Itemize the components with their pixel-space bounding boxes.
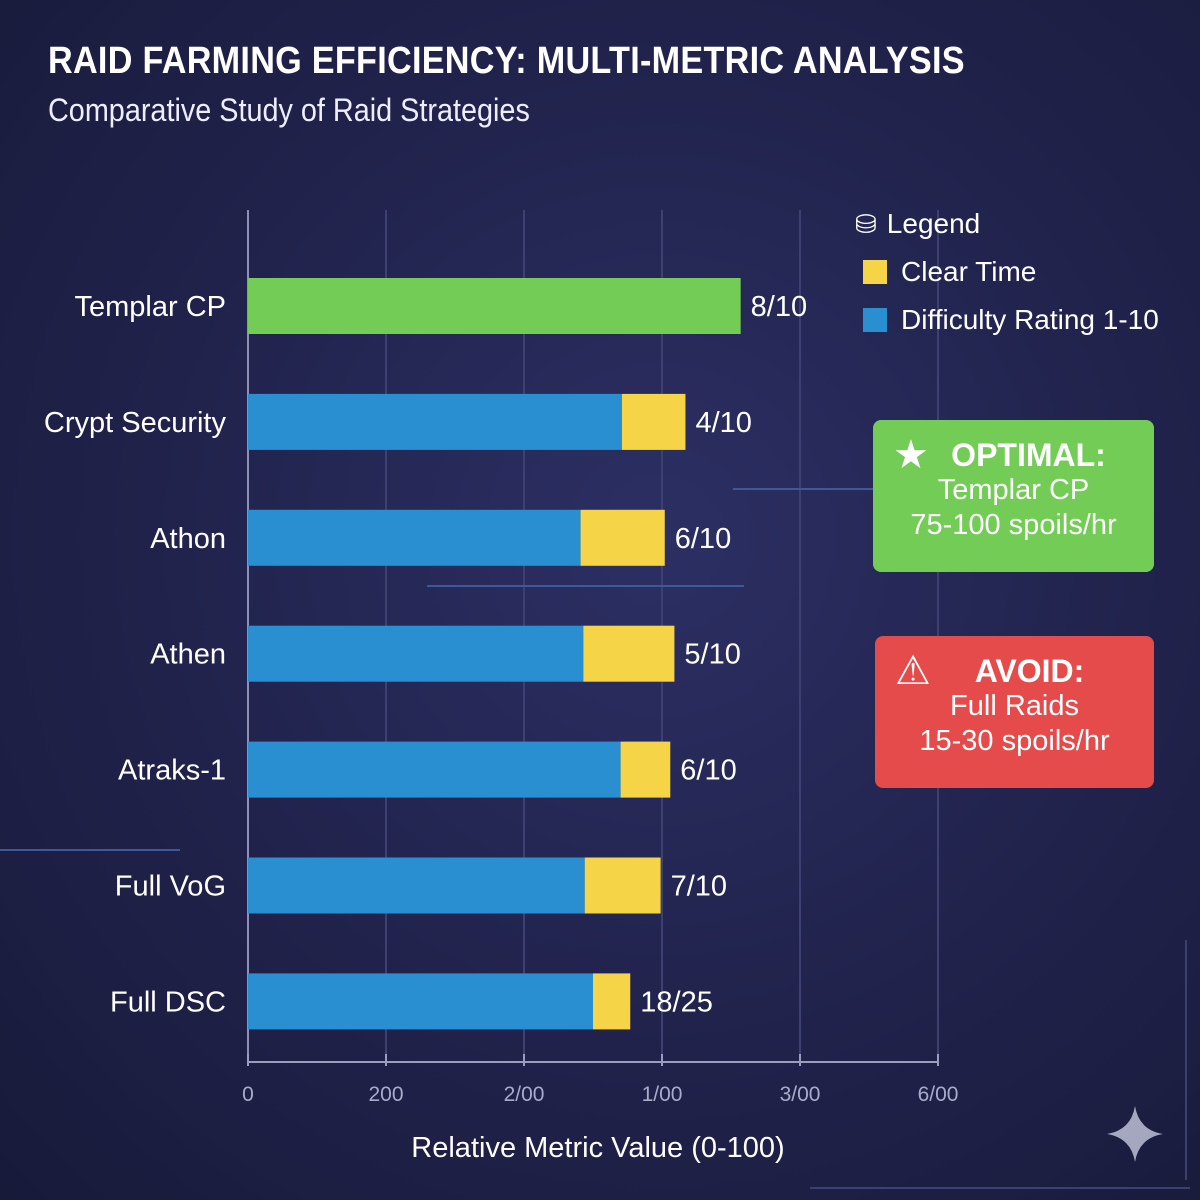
category-label: Atraks-1 [118, 755, 226, 787]
bar-difficulty [248, 973, 593, 1030]
data-label: 18/25 [640, 986, 713, 1018]
bar-difficulty [248, 509, 581, 566]
legend-item-difficulty: Difficulty Rating 1-10 [855, 296, 1159, 344]
category-label: Crypt Security [44, 407, 227, 439]
x-tick-label: 1/00 [642, 1083, 683, 1106]
star-icon: ★ [893, 433, 929, 477]
warning-icon: ⚠ [895, 649, 931, 693]
category-label: Athen [150, 639, 226, 671]
bar-difficulty [248, 857, 585, 914]
category-label: Full DSC [110, 986, 226, 1018]
data-label: 5/10 [684, 639, 740, 671]
bar-difficulty [248, 741, 621, 798]
bar-clear-time [620, 741, 671, 798]
x-tick-label: 0 [242, 1083, 254, 1106]
bar-clear-time [593, 973, 631, 1030]
data-label: 6/10 [675, 523, 731, 555]
legend: ⛁ Legend Clear Time Difficulty Rating 1-… [855, 200, 1159, 344]
callout-heading: OPTIMAL: [951, 437, 1106, 473]
x-axis-label: Relative Metric Value (0-100) [411, 1132, 784, 1164]
data-label: 6/10 [680, 755, 736, 787]
chart-subtitle: Comparative Study of Raid Strategies [48, 92, 530, 128]
x-tick-label: 2/00 [504, 1083, 545, 1106]
callout-text: 15-30 spoils/hr [919, 725, 1110, 757]
bar-clear-time [584, 857, 661, 914]
bar-difficulty [248, 393, 622, 450]
x-tick-label: 3/00 [780, 1083, 821, 1106]
coins-icon: ⛁ [855, 208, 877, 239]
x-tick-label: 200 [368, 1083, 403, 1106]
callout-text: Full Raids [950, 690, 1079, 722]
data-label: 4/10 [695, 407, 751, 439]
x-tick-label: 6/00 [918, 1083, 959, 1106]
legend-title-text: Legend [886, 208, 981, 239]
legend-label: Difficulty Rating 1-10 [901, 304, 1159, 335]
optimal-callout: ★ OPTIMAL: Templar CP 75-100 spoils/hr [873, 420, 1154, 572]
avoid-callout: ⚠ AVOID: Full Raids 15-30 spoils/hr [875, 636, 1154, 788]
bar-clear-time [621, 393, 686, 450]
legend-item-clear-time: Clear Time [855, 248, 1159, 296]
sparkle-icon [1107, 1106, 1163, 1162]
legend-swatch [863, 308, 887, 332]
bar-difficulty [248, 278, 741, 334]
callout-text: Templar CP [937, 474, 1090, 506]
legend-title: ⛁ Legend [855, 200, 1159, 248]
category-label: Templar CP [75, 291, 227, 323]
chart-title: RAID FARMING EFFICIENCY: MULTI-METRIC AN… [48, 40, 965, 82]
bar-difficulty [248, 625, 584, 682]
data-label: 8/10 [751, 291, 807, 323]
callout-text: 75-100 spoils/hr [910, 509, 1117, 541]
bar-clear-time [580, 509, 665, 566]
category-label: Full VoG [115, 871, 226, 903]
legend-swatch [863, 260, 887, 284]
bar-clear-time [583, 625, 675, 682]
callout-heading: AVOID: [974, 653, 1085, 689]
category-label: Athon [150, 523, 226, 555]
data-label: 7/10 [671, 871, 727, 903]
legend-label: Clear Time [901, 256, 1037, 287]
